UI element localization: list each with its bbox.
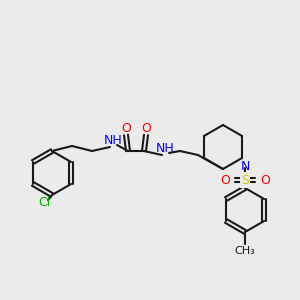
Text: CH₃: CH₃ bbox=[235, 246, 255, 256]
Text: NH: NH bbox=[156, 142, 174, 155]
Text: O: O bbox=[220, 173, 230, 187]
Text: O: O bbox=[260, 173, 270, 187]
Text: NH: NH bbox=[103, 134, 122, 148]
Text: Cl: Cl bbox=[38, 196, 50, 208]
Text: N: N bbox=[240, 160, 250, 172]
Text: S: S bbox=[241, 173, 249, 187]
Text: O: O bbox=[121, 122, 131, 134]
Text: O: O bbox=[141, 122, 151, 134]
